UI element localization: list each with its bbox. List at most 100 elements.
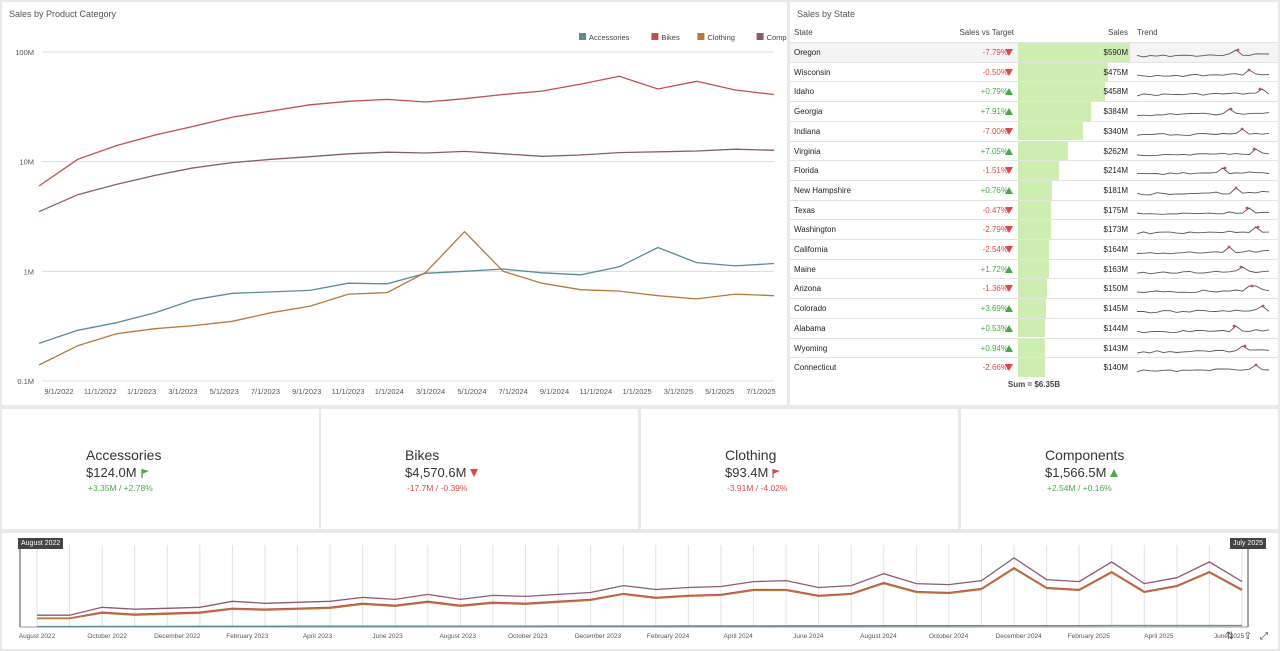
range-start-flag[interactable]: August 2022 [18, 538, 64, 549]
range-x-label: December 2024 [996, 633, 1043, 640]
series-line-components[interactable] [38, 148, 775, 213]
x-tick-label: 5/1/2024 [457, 387, 486, 396]
range-x-label: August 2023 [439, 633, 476, 640]
trend-sparkline [1136, 87, 1270, 97]
down-arrow-icon [1005, 364, 1013, 372]
red-down-triangle-icon [469, 466, 479, 481]
card-value-row: $4,570.6M [405, 465, 479, 481]
state-name: Maine [794, 264, 816, 274]
range-series-bikes [37, 567, 1243, 619]
card-value-row: $1,566.5M [1045, 465, 1119, 481]
legend-swatch [756, 33, 764, 40]
range-selector-chart[interactable]: August 2022 October 2022 December 2022 Febr… [2, 533, 1278, 649]
header-sales-vs-target[interactable]: Sales vs Target [959, 28, 1014, 37]
state-row-florida[interactable]: Florida -1.51% $214M [790, 160, 1278, 180]
fullscreen-icon[interactable]: ⤢ [1260, 631, 1268, 642]
state-row-wyoming[interactable]: Wyoming +0.94% $143M [790, 337, 1278, 358]
trend-sparkline [1136, 245, 1270, 255]
header-state[interactable]: State [794, 28, 813, 37]
state-row-maine[interactable]: Maine +1.72% $163M [790, 258, 1278, 279]
sparkline-max-point [1229, 107, 1233, 111]
down-arrow-icon [1005, 246, 1013, 253]
x-tick-label: 1/1/2025 [623, 387, 652, 396]
state-row-colorado[interactable]: Colorado +3.69% $145M [790, 298, 1278, 318]
card-delta: -3.91M / -4.02% [727, 483, 788, 493]
header-trend[interactable]: Trend [1137, 28, 1158, 37]
series-line-clothing[interactable] [38, 230, 775, 366]
trend-sparkline [1136, 48, 1270, 58]
legend-swatch [697, 33, 705, 40]
card-value-row: $93.4M [725, 465, 781, 481]
x-tick-label: 11/1/2024 [579, 387, 612, 396]
state-name: Wisconsin [794, 67, 831, 77]
sales-vs-target-value: -2.79% [982, 225, 1008, 235]
x-tick-label: 11/1/2023 [332, 387, 365, 396]
sales-vs-target-value: +7.05% [980, 146, 1008, 156]
sales-bar [1018, 180, 1053, 200]
export-icon[interactable]: ⇪ [1243, 631, 1252, 642]
trend-sparkline [1136, 206, 1270, 215]
sales-value: $384M [1103, 107, 1128, 117]
sort-icon[interactable]: ⇅ [1225, 631, 1234, 642]
sales-vs-target-value: -0.50% [982, 67, 1008, 77]
range-x-label: August 2024 [860, 633, 897, 640]
sparkline-max-point [1258, 87, 1262, 91]
state-row-idaho[interactable]: Idaho +0.79% $458M [790, 81, 1278, 102]
state-name: Wyoming [794, 343, 828, 353]
state-row-washington[interactable]: Washington -2.79% $173M [790, 219, 1278, 239]
state-name: Connecticut [794, 363, 837, 373]
sales-vs-target-value: -1.51% [982, 166, 1008, 176]
series-line-accessories[interactable] [38, 246, 775, 345]
x-tick-label: 5/1/2025 [705, 387, 734, 396]
range-end-flag[interactable]: July 2025 [1230, 538, 1266, 549]
card-value: $4,570.6M [405, 465, 467, 480]
kpi-card-clothing[interactable]: Clothing $93.4M -3.91M / -4.02% [641, 409, 958, 529]
grid-title: Sales by State [797, 9, 856, 19]
state-row-indiana[interactable]: Indiana -7.00% $340M [790, 120, 1278, 141]
series-line-bikes[interactable] [38, 75, 775, 187]
state-row-connecticut[interactable]: Connecticut -2.66% $140M [790, 357, 1278, 377]
down-arrow-icon [1005, 68, 1013, 76]
sales-vs-target-value: -2.54% [982, 245, 1008, 254]
legend-label[interactable]: Components [767, 33, 787, 42]
state-row-wisconsin[interactable]: Wisconsin -0.50% $475M [790, 61, 1278, 82]
card-value: $124.0M [86, 465, 137, 480]
sparkline-max-point [1250, 284, 1254, 288]
up-arrow-icon [1005, 186, 1013, 194]
legend-label[interactable]: Bikes [661, 33, 680, 42]
card-delta: +3.35M / +2.78% [88, 483, 153, 493]
kpi-card-bikes[interactable]: Bikes $4,570.6M -17.7M / -0.39% [321, 409, 638, 529]
trend-sparkline [1136, 344, 1270, 354]
range-x-label: April 2024 [724, 633, 754, 640]
sales-value: $145M [1103, 304, 1128, 314]
state-name: Colorado [794, 304, 827, 314]
state-row-alabama[interactable]: Alabama +0.53% $144M [790, 317, 1278, 338]
state-row-new-hampshire[interactable]: New Hampshire +0.76% $181M [790, 179, 1278, 200]
state-row-california[interactable]: California -2.54% $164M [790, 239, 1278, 259]
legend-label[interactable]: Clothing [707, 33, 735, 42]
x-tick-label: 7/1/2023 [251, 387, 280, 396]
state-row-virginia[interactable]: Virginia +7.05% $262M [790, 140, 1278, 161]
state-row-arizona[interactable]: Arizona -1.36% $150M [790, 278, 1278, 299]
sparkline-max-point [1247, 68, 1251, 72]
sparkline-max-point [1236, 48, 1240, 52]
kpi-card-components[interactable]: Components $1,566.5M +2.54M / +0.16% [961, 409, 1278, 529]
range-x-label: December 2023 [575, 633, 622, 640]
state-row-texas[interactable]: Texas -0.47% $175M [790, 199, 1278, 220]
kpi-card-accessories[interactable]: Accessories $124.0M +3.35M / +2.78% [2, 409, 319, 529]
card-title: Bikes [405, 447, 440, 463]
down-arrow-icon [1005, 285, 1013, 293]
sales-bar [1018, 43, 1130, 62]
state-row-oregon[interactable]: Oregon -7.79% $590M [790, 42, 1278, 62]
sales-vs-target-value: -7.79% [982, 48, 1008, 57]
sales-value: $163M [1103, 264, 1128, 274]
sales-by-category-panel: Sales by Product Category 100M 10M 1M 0.1M 9… [2, 2, 787, 405]
state-name: Texas [794, 205, 815, 215]
sales-value: $164M [1103, 245, 1128, 254]
header-sales[interactable]: Sales [1107, 28, 1128, 37]
y-tick-label: 100M [15, 48, 34, 57]
state-row-georgia[interactable]: Georgia +7.91% $384M [790, 101, 1278, 121]
category-line-chart[interactable]: 100M 10M 1M 0.1M 9/1/2022 11/1/2022 1/1/2023 3/… [2, 2, 787, 405]
legend-label[interactable]: Accessories [589, 33, 630, 42]
state-name: Virginia [794, 146, 821, 156]
